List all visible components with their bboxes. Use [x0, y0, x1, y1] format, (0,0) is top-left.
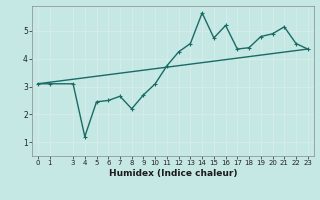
X-axis label: Humidex (Indice chaleur): Humidex (Indice chaleur) [108, 169, 237, 178]
